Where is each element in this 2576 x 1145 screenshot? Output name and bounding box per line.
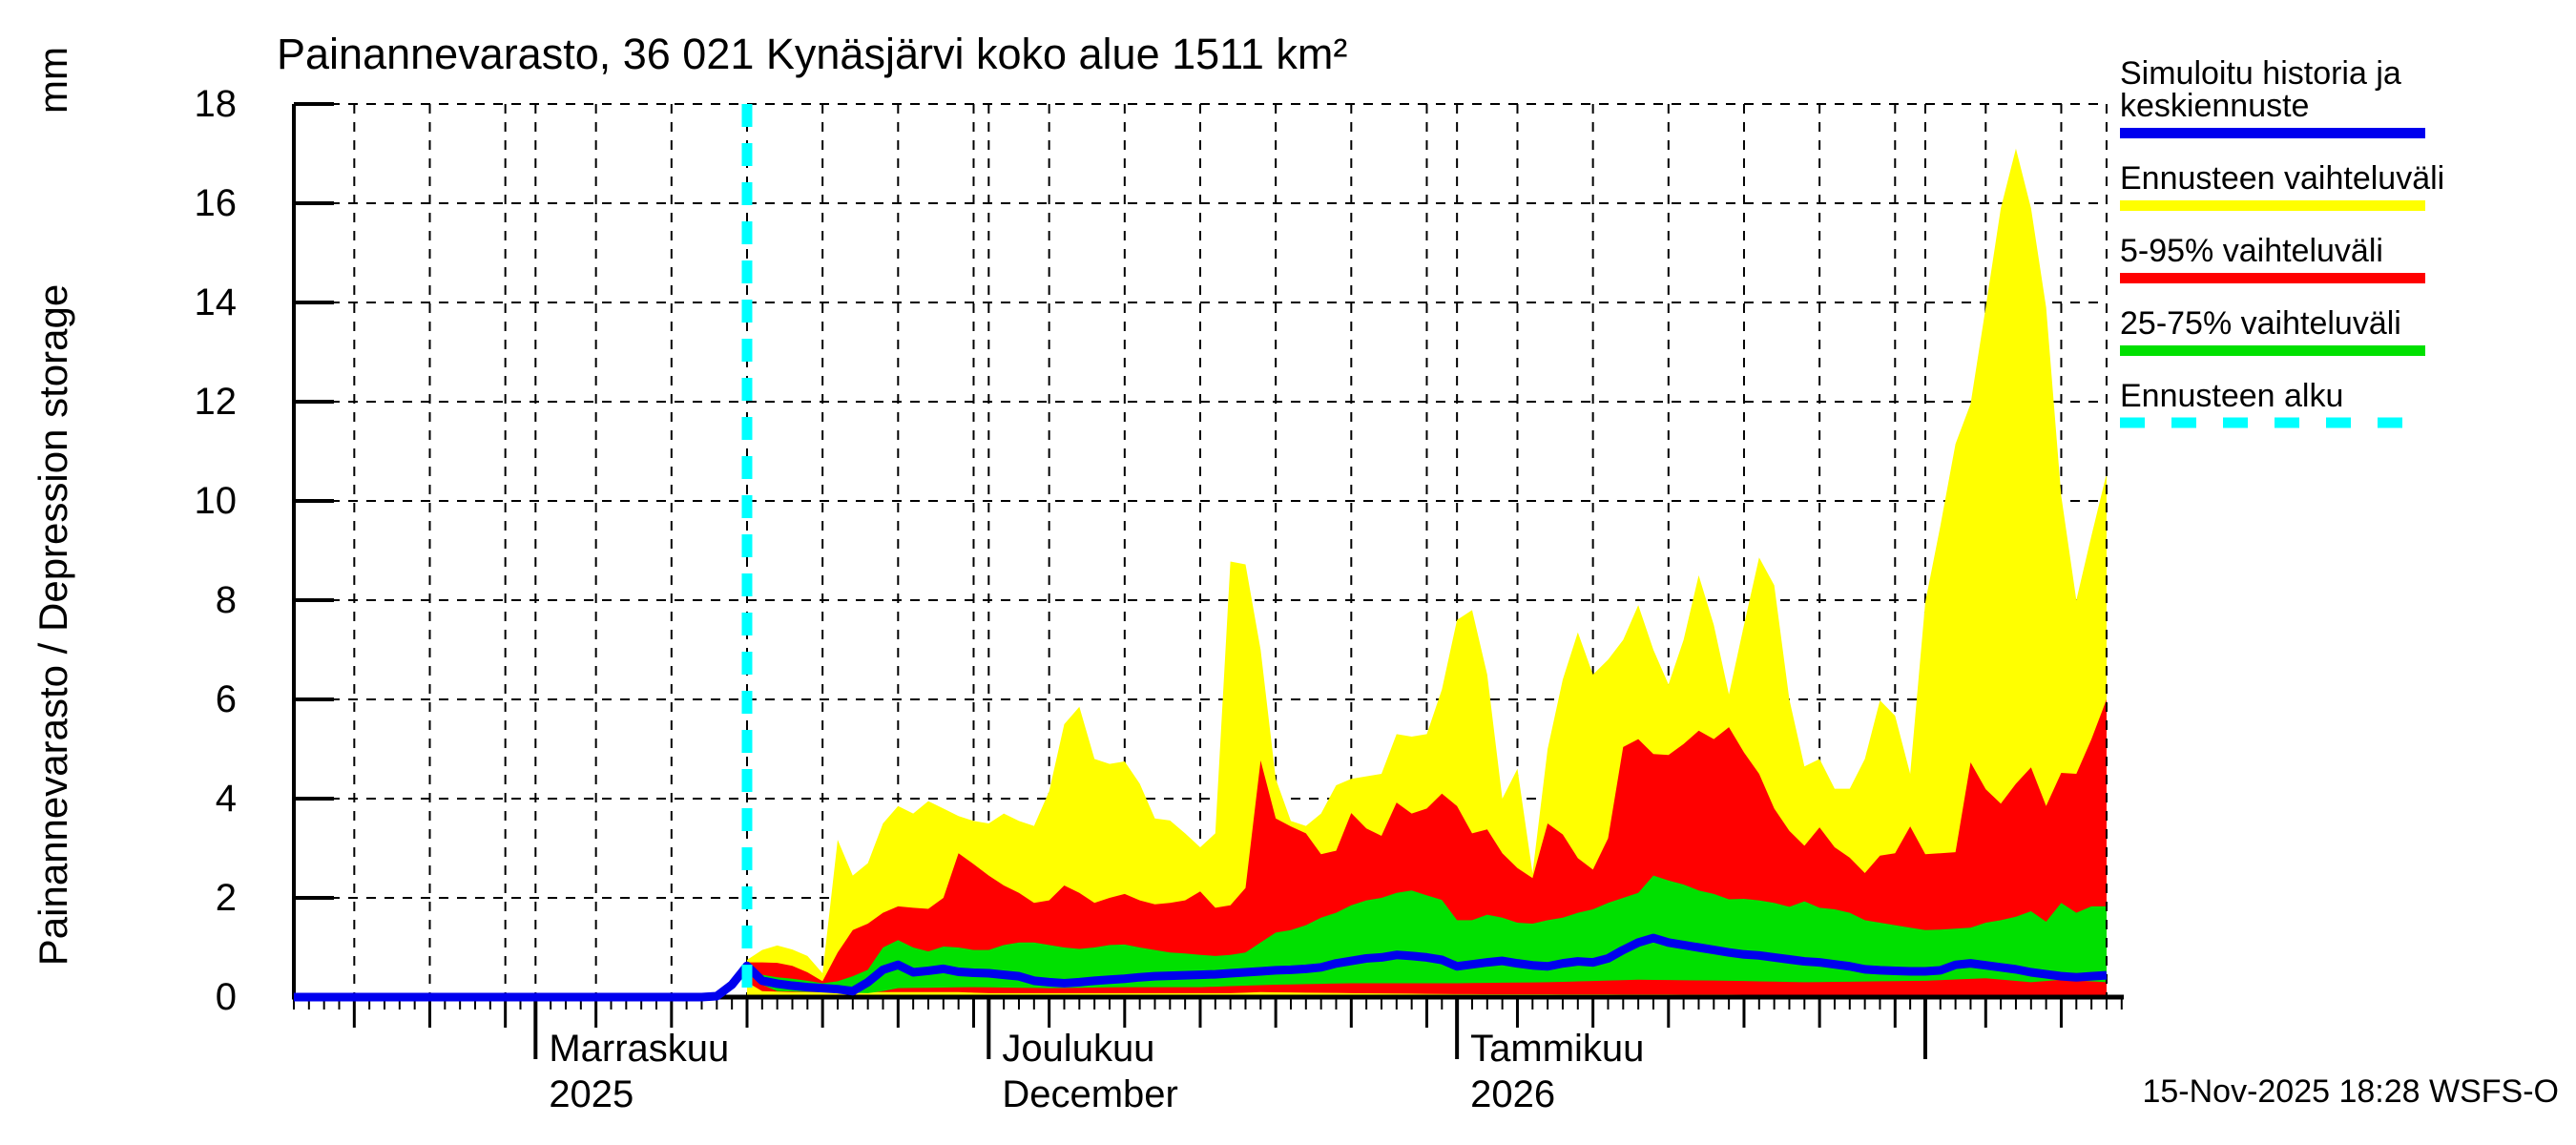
legend-swatch-green bbox=[2120, 345, 2425, 356]
legend-swatch-yellow bbox=[2120, 200, 2425, 211]
y-tick-label: 8 bbox=[216, 579, 237, 621]
simulated-history-median-line bbox=[294, 933, 2108, 1002]
legend-item-label: Ennusteen alku bbox=[2120, 378, 2343, 414]
month-label: Tammikuu bbox=[1470, 1028, 1644, 1070]
band-25-75 bbox=[746, 875, 2107, 993]
month-sublabel: 2026 bbox=[1470, 1073, 1555, 1115]
y-tick-label: 16 bbox=[195, 182, 238, 224]
y-tick-label: 6 bbox=[216, 678, 237, 720]
legend-item-label: 5-95% vaihteluväli bbox=[2120, 233, 2383, 269]
y-axis-label: Painannevarasto / Depression storage bbox=[31, 284, 75, 966]
legend-item-label: Ennusteen vaihteluväli bbox=[2120, 160, 2444, 197]
legend-item-label: Simuloitu historia ja bbox=[2120, 55, 2401, 92]
legend-swatch-blue bbox=[2120, 128, 2425, 138]
y-tick-label: 4 bbox=[216, 778, 237, 820]
labels: Painannevarasto, 36 021 Kynäsjärvi koko … bbox=[31, 30, 2559, 1115]
legend-item-label: 25-75% vaihteluväli bbox=[2120, 305, 2401, 342]
chart-title: Painannevarasto, 36 021 Kynäsjärvi koko … bbox=[277, 30, 1347, 78]
y-tick-label: 14 bbox=[195, 281, 238, 323]
month-label: Joulukuu bbox=[1002, 1028, 1154, 1070]
y-tick-label: 0 bbox=[216, 976, 237, 1018]
y-axis-unit-label: mm bbox=[31, 47, 75, 114]
month-sublabel: 2025 bbox=[549, 1073, 634, 1115]
y-tick-label: 12 bbox=[195, 381, 238, 423]
legend-item-label: keskiennuste bbox=[2120, 88, 2309, 124]
legend-swatch-red bbox=[2120, 273, 2425, 283]
band-forecast-range bbox=[746, 148, 2107, 998]
y-tick-label: 18 bbox=[195, 83, 238, 125]
forecast-bands bbox=[746, 148, 2107, 998]
y-tick-label: 2 bbox=[216, 877, 237, 919]
timestamp-label: 15-Nov-2025 18:28 WSFS-O bbox=[2142, 1073, 2559, 1110]
month-label: Marraskuu bbox=[549, 1028, 729, 1070]
axes bbox=[292, 102, 2124, 1059]
month-sublabel: December bbox=[1002, 1073, 1178, 1115]
y-tick-label: 10 bbox=[195, 480, 238, 522]
